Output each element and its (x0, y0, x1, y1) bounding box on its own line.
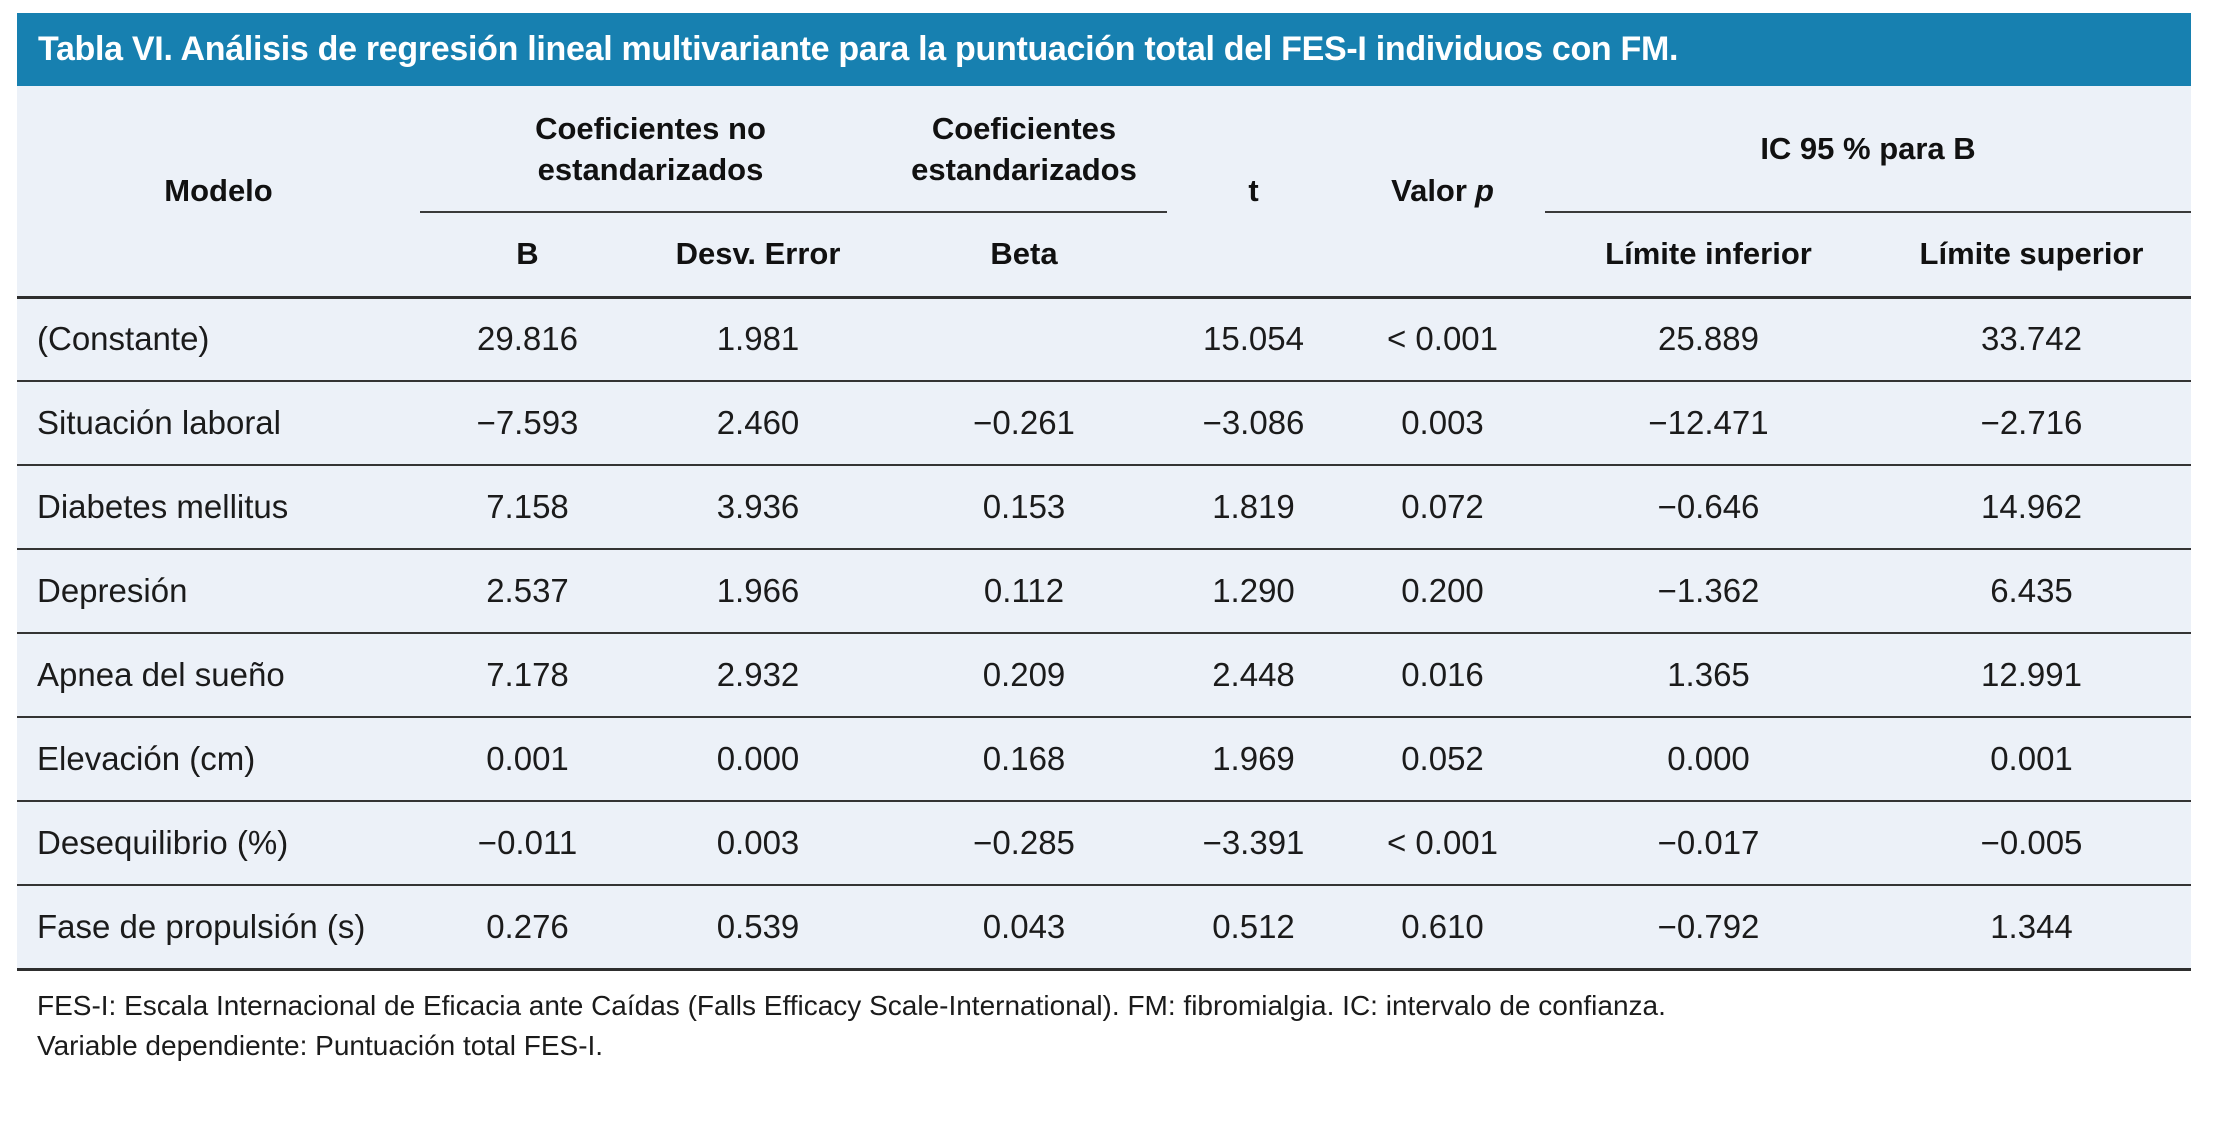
cell-valor-p: 0.072 (1401, 488, 1484, 525)
cell-model: Apnea del sueño (37, 656, 285, 693)
cell-model: Situación laboral (37, 404, 281, 441)
cell-b: −7.593 (476, 404, 579, 441)
cell-limite-superior: 12.991 (1981, 656, 2082, 693)
cell-limite-superior: 14.962 (1981, 488, 2082, 525)
cell-desv-error: 3.936 (716, 488, 800, 525)
cell-beta: −0.285 (973, 824, 1075, 861)
column-header-valor-p: Valor p (1340, 86, 1545, 297)
column-header-modelo: Modelo (164, 172, 273, 208)
table-title: Tabla VI. Análisis de regresión lineal m… (38, 30, 1679, 68)
cell-desv-error: 1.981 (716, 320, 800, 358)
cell-t: 2.448 (1212, 656, 1295, 693)
cell-beta: 0.209 (982, 656, 1066, 693)
cell-limite-inferior: 1.365 (1667, 656, 1750, 693)
valor-label: Valor (1391, 172, 1467, 208)
cell-model: Desequilibrio (%) (37, 824, 289, 861)
column-header-b: B (516, 236, 539, 272)
cell-desv-error: 0.000 (716, 740, 800, 777)
column-header-limite-inferior: Límite inferior (1605, 236, 1812, 272)
cell-beta: 0.043 (982, 907, 1066, 945)
table-figure: Tabla VI. Análisis de regresión lineal m… (17, 13, 2191, 1066)
cell-limite-superior: 0.001 (1990, 740, 2073, 777)
cell-t: 1.290 (1212, 572, 1295, 609)
cell-desv-error: 1.966 (716, 572, 800, 609)
table-row: Diabetes mellitus 7.158 3.936 0.153 1.81… (17, 465, 2191, 549)
cell-t: −3.391 (1202, 824, 1305, 861)
table-footnotes: FES-I: Escala Internacional de Eficacia … (37, 986, 2191, 1066)
cell-beta: 0.153 (982, 488, 1066, 525)
cell-valor-p: 0.052 (1401, 740, 1484, 777)
cell-valor-p: < 0.001 (1386, 824, 1499, 861)
table-title-bar: Tabla VI. Análisis de regresión lineal m… (17, 13, 2191, 86)
header-sub-row: B Desv. Error Beta Límite inferior Límit… (17, 212, 2191, 297)
cell-beta: 0.112 (983, 572, 1065, 609)
cell-model: Fase de propulsión (s) (37, 907, 366, 945)
cell-b: 7.178 (486, 656, 569, 693)
cell-limite-inferior: −0.792 (1657, 907, 1760, 945)
table-row: Desequilibrio (%) −0.011 0.003 −0.285 −3… (17, 801, 2191, 885)
cell-limite-inferior: 25.889 (1658, 320, 1759, 358)
cell-desv-error: 0.539 (716, 907, 800, 945)
cell-limite-inferior: −0.017 (1657, 824, 1760, 861)
cell-limite-inferior: 0.000 (1667, 740, 1750, 777)
column-header-limite-superior: Límite superior (1919, 236, 2144, 272)
cell-beta: −0.261 (973, 404, 1075, 441)
table-row: Elevación (cm) 0.001 0.000 0.168 1.969 0… (17, 717, 2191, 801)
table-row: Fase de propulsión (s) 0.276 0.539 0.043… (17, 885, 2191, 969)
cell-t: 1.819 (1212, 488, 1295, 525)
cell-b: 0.001 (486, 740, 569, 777)
footnote-abbreviations: FES-I: Escala Internacional de Eficacia … (37, 989, 1666, 1021)
header-group-row: Modelo Coeficientes no estandarizados Co… (17, 86, 2191, 213)
cell-t: 15.054 (1203, 320, 1304, 358)
cell-b: 0.276 (486, 907, 569, 945)
cell-valor-p: 0.200 (1401, 572, 1484, 609)
table-body: (Constante) 29.816 1.981 15.054 < 0.001 … (17, 297, 2191, 969)
cell-limite-superior: 6.435 (1990, 572, 2073, 609)
cell-model: Depresión (37, 572, 188, 609)
table-header: Modelo Coeficientes no estandarizados Co… (17, 86, 2191, 297)
cell-t: −3.086 (1202, 404, 1305, 441)
table-row: Situación laboral −7.593 2.460 −0.261 −3… (17, 381, 2191, 465)
p-symbol: p (1474, 172, 1494, 208)
column-header-t: t (1248, 172, 1259, 208)
footnote-dependent-variable: Variable dependiente: Puntuación total F… (37, 1029, 604, 1061)
column-header-desv-error: Desv. Error (675, 236, 841, 272)
cell-desv-error: 0.003 (716, 824, 800, 861)
cell-valor-p: 0.003 (1401, 404, 1484, 441)
cell-limite-inferior: −1.362 (1657, 572, 1760, 609)
cell-limite-superior: −2.716 (1980, 404, 2083, 441)
cell-b: 2.537 (486, 572, 569, 609)
cell-beta (881, 297, 1167, 381)
cell-b: 29.816 (477, 320, 578, 358)
group-header-coef-no-estandarizados: Coeficientes no estandarizados (420, 86, 881, 213)
cell-limite-superior: 33.742 (1981, 320, 2082, 358)
cell-desv-error: 2.460 (716, 404, 800, 441)
cell-model: Diabetes mellitus (37, 488, 289, 525)
group-header-coef-estandarizados: Coeficientes estandarizados (881, 86, 1167, 213)
cell-valor-p: 0.016 (1401, 656, 1484, 693)
cell-b: −0.011 (477, 824, 578, 861)
column-header-beta: Beta (990, 236, 1058, 272)
cell-valor-p: 0.610 (1401, 907, 1484, 945)
cell-t: 1.969 (1212, 740, 1295, 777)
cell-limite-superior: −0.005 (1980, 824, 2083, 861)
cell-limite-inferior: −12.471 (1648, 404, 1769, 441)
group-header-ic95: IC 95 % para B (1545, 86, 2191, 213)
cell-valor-p: < 0.001 (1386, 320, 1499, 358)
table-row: Depresión 2.537 1.966 0.112 1.290 0.200 … (17, 549, 2191, 633)
cell-limite-inferior: −0.646 (1657, 488, 1760, 525)
cell-model: (Constante) (37, 320, 210, 358)
cell-limite-superior: 1.344 (1990, 907, 2073, 945)
cell-t: 0.512 (1212, 907, 1295, 945)
cell-b: 7.158 (486, 488, 569, 525)
regression-table: Modelo Coeficientes no estandarizados Co… (17, 86, 2191, 971)
cell-model: Elevación (cm) (37, 740, 256, 777)
table-row: Apnea del sueño 7.178 2.932 0.209 2.448 … (17, 633, 2191, 717)
cell-beta: 0.168 (982, 740, 1066, 777)
cell-desv-error: 2.932 (716, 656, 800, 693)
table-row: (Constante) 29.816 1.981 15.054 < 0.001 … (17, 297, 2191, 381)
